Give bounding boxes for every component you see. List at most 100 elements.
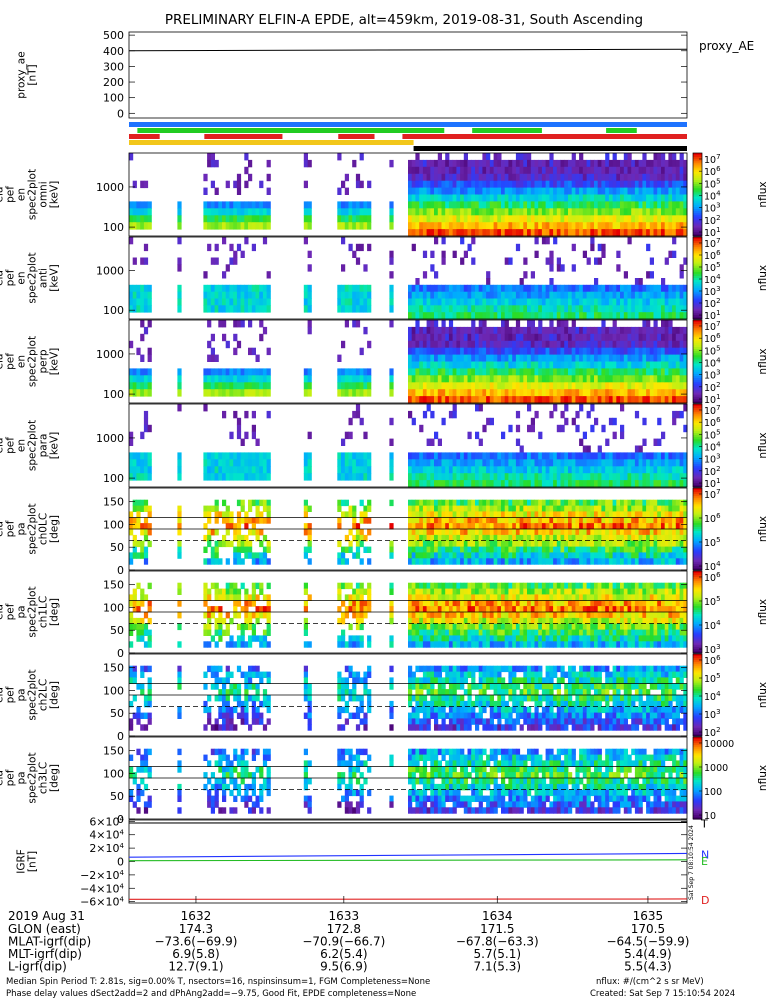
heatmap-cell: [255, 208, 260, 216]
heatmap-cell: [538, 459, 543, 467]
heatmap-cell: [140, 473, 145, 481]
heatmap-cell: [471, 473, 476, 481]
heatmap-cell: [482, 552, 487, 559]
heatmap-cell: [344, 452, 349, 460]
heatmap-cell: [236, 389, 242, 397]
heatmap-cell: [553, 229, 558, 237]
heatmap-cell: [337, 153, 342, 161]
heatmap-cell: [515, 326, 521, 335]
heatmap-cell: [266, 347, 271, 356]
heatmap-cell: [437, 558, 442, 565]
heatmap-cell: [214, 529, 219, 536]
heatmap-cell: [437, 340, 442, 349]
heatmap-cell: [679, 534, 684, 542]
heatmap-cell: [683, 305, 688, 313]
heatmap-cell: [143, 368, 149, 376]
heatmap-cell: [236, 529, 242, 536]
heatmap-cell: [545, 222, 550, 230]
heatmap-cell: [553, 389, 558, 397]
heatmap-cell: [430, 215, 435, 223]
heatmap-cell: [337, 291, 342, 299]
heatmap-cell: [575, 298, 580, 306]
heatmap-cell: [556, 424, 561, 433]
heatmap-cell: [568, 382, 573, 390]
heatmap-cell: [560, 480, 565, 488]
heatmap-cell: [504, 284, 509, 293]
heatmap-cell: [657, 153, 662, 161]
heatmap-cell: [545, 194, 550, 202]
heatmap-cell: [140, 505, 145, 512]
heatmap-cell: [560, 511, 565, 518]
heatmap-cell: [504, 229, 509, 237]
heatmap-cell: [348, 529, 353, 536]
heatmap-cell: [631, 389, 636, 397]
heatmap-cell: [422, 173, 428, 182]
colorbar-cell: [693, 478, 702, 482]
heatmap-cell: [657, 534, 662, 542]
heatmap-cell: [177, 404, 182, 412]
heatmap-cell: [434, 368, 439, 376]
colorbar-frame: [692, 403, 703, 488]
heatmap-cell: [240, 375, 245, 383]
heatmap-cell: [679, 229, 684, 237]
heatmap-cell: [143, 243, 149, 252]
heatmap-cell: [408, 473, 413, 481]
heatmap-cell: [564, 187, 569, 195]
heatmap-cell: [259, 389, 264, 397]
heatmap-cell: [337, 368, 342, 376]
heatmap-cell: [661, 431, 666, 440]
heatmap-cell: [582, 284, 587, 293]
heatmap-cell: [463, 305, 468, 313]
heatmap-cell: [471, 480, 476, 488]
y-label-2: en: [16, 271, 28, 284]
heatmap-cell: [143, 389, 149, 397]
heatmap-cell: [452, 389, 457, 397]
heatmap-cell: [337, 505, 342, 512]
heatmap-cell: [661, 389, 666, 397]
heatmap-cell: [646, 558, 651, 565]
heatmap-cell: [679, 347, 684, 356]
heatmap-cell: [519, 153, 524, 161]
heatmap-cell: [415, 529, 420, 536]
heatmap-cell: [564, 466, 569, 474]
heatmap-cell: [136, 540, 141, 548]
heatmap-cell: [307, 382, 312, 390]
heatmap-cell: [527, 354, 532, 362]
heatmap-cell: [631, 499, 636, 507]
heatmap-cell: [646, 552, 651, 559]
colorbar-tick-label: 103: [704, 369, 721, 382]
heatmap-cell: [352, 375, 357, 383]
heatmap-cell: [482, 368, 487, 376]
heatmap-cell: [411, 459, 416, 467]
status-bar-segment: [137, 128, 445, 133]
heatmap-cell: [203, 291, 208, 299]
heatmap-cell: [508, 517, 513, 524]
heatmap-cell: [463, 511, 468, 518]
heatmap-cell: [545, 529, 550, 536]
heatmap-cell: [575, 229, 580, 237]
heatmap-cell: [549, 480, 554, 488]
heatmap-cell: [478, 229, 483, 237]
heatmap-cell: [601, 305, 606, 313]
heatmap-cell: [523, 473, 528, 481]
heatmap-cell: [408, 389, 413, 397]
heatmap-cell: [530, 540, 535, 548]
heatmap-cell: [218, 320, 223, 328]
heatmap-cell: [251, 473, 256, 481]
heatmap-cell: [657, 326, 662, 335]
heatmap-cell: [426, 459, 431, 467]
heatmap-cell: [143, 594, 149, 601]
heatmap-cell: [463, 284, 468, 293]
heatmap-cell: [419, 540, 424, 548]
heatmap-cell: [236, 552, 242, 559]
heatmap-cell: [411, 534, 416, 542]
heatmap-cell: [541, 298, 547, 306]
heatmap-cell: [415, 382, 420, 390]
heatmap-cell: [434, 473, 439, 481]
heatmap-cell: [590, 159, 595, 168]
heatmap-cell: [486, 417, 491, 426]
heatmap-cell: [218, 368, 223, 376]
heatmap-cell: [664, 389, 669, 397]
heatmap-cell: [538, 208, 543, 216]
